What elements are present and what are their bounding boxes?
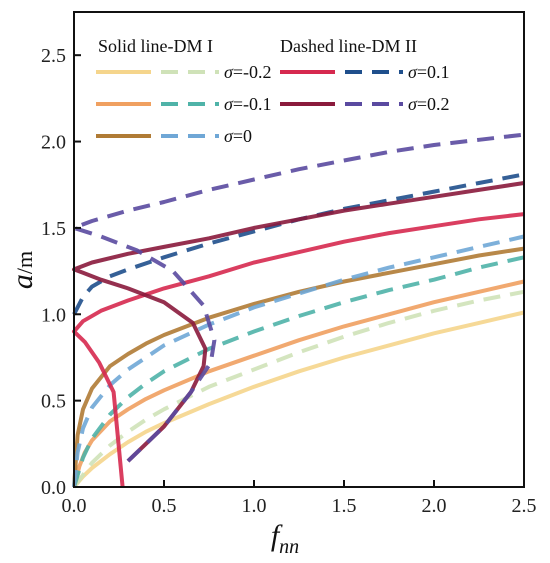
y-tick-label: 0.0: [41, 477, 66, 499]
x-tick-label: 2.5: [512, 495, 537, 517]
series-2-dashed-line: [72, 255, 525, 488]
x-tick-label: 0.0: [62, 495, 87, 517]
series-1-solid-line: [72, 310, 525, 489]
series-3-dashed-line: [72, 234, 525, 488]
legend: Solid line-DM I Dashed line-DM II σ=-0.2 σ=…: [96, 36, 450, 146]
series-1-dashed-line: [72, 289, 525, 489]
legend-series-1-label: σ=-0.2: [224, 62, 272, 82]
legend-series-5-label: σ=0.2: [408, 94, 450, 114]
series-4-solid-line: [72, 212, 525, 488]
legend-series-3-label: σ=0: [224, 126, 252, 146]
series-5-dashed-line: [72, 132, 525, 463]
series-layer: [72, 132, 525, 489]
series-5-solid-line: [72, 181, 525, 463]
legend-series-4-label: σ=0.1: [408, 62, 450, 82]
y-tick-label: 2.0: [41, 132, 66, 154]
legend-header-solid: Solid line-DM I: [98, 36, 213, 56]
y-tick-label: 0.5: [41, 391, 66, 413]
y-axis-label: a/m: [6, 251, 39, 289]
y-tick-label: 1.0: [41, 304, 66, 326]
y-tick-label: 1.5: [41, 218, 66, 240]
ticks-layer: 0.0 0.5 1.0 1.5 2.0 2.5 0.0 0.5 1.0 1.5 2.0 2.5: [41, 45, 537, 517]
x-tick-label: 1.5: [332, 495, 357, 517]
x-axis-label: fnn: [271, 519, 299, 558]
y-tick-label: 2.5: [41, 45, 66, 67]
x-tick-label: 0.5: [152, 495, 177, 517]
legend-header-dashed: Dashed line-DM II: [280, 36, 417, 56]
series-4-dashed-line: [72, 172, 525, 316]
series-2-solid-line: [72, 279, 525, 488]
x-tick-label: 2.0: [422, 495, 447, 517]
x-tick-label: 1.0: [242, 495, 267, 517]
legend-series-2-label: σ=-0.1: [224, 94, 272, 114]
plot-frame: [73, 11, 525, 488]
series-3-solid-line: [72, 246, 525, 488]
